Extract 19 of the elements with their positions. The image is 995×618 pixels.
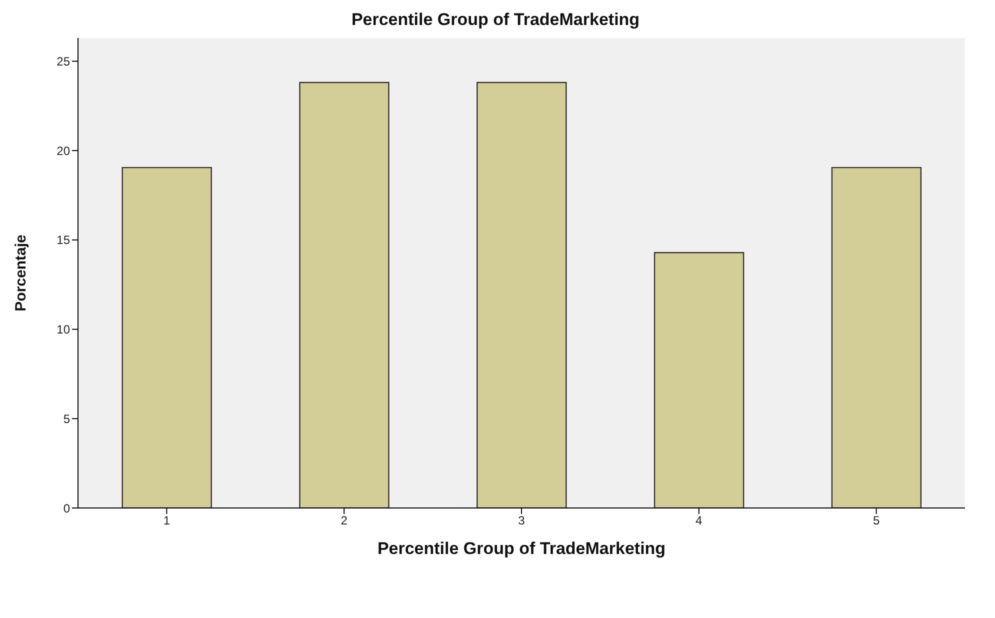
y-tick-label: 10 (56, 322, 70, 337)
y-tick-label: 0 (63, 501, 70, 516)
y-tick-label: 25 (56, 54, 70, 68)
bar (654, 252, 744, 508)
x-tick-label: 1 (163, 514, 170, 528)
x-axis-title: Percentile Group of TradeMarketing (377, 539, 666, 558)
bar (299, 82, 390, 508)
x-tick-label: 5 (872, 514, 880, 528)
chart-title: Percentile Group of TradeMarketing (350, 10, 641, 30)
y-tick-label: 20 (56, 144, 70, 158)
y-axis-title: Porcentaje (12, 234, 30, 312)
y-tick-label: 15 (56, 233, 70, 248)
y-tick-label: 5 (63, 412, 70, 426)
x-tick-label: 2 (340, 514, 348, 528)
x-tick-label: 4 (696, 514, 703, 528)
x-tick-label: 3 (518, 514, 526, 528)
bar (831, 166, 922, 508)
bar (122, 166, 212, 508)
bar (476, 82, 567, 508)
